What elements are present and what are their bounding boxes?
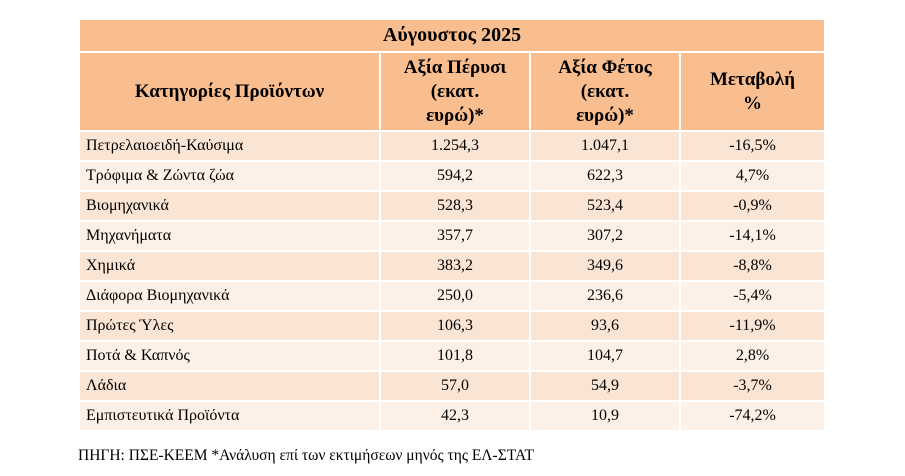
header-last-year-label: Αξία Πέρυσι (εκατ. ευρώ)* — [403, 56, 507, 126]
table-row: Μηχανήματα 357,7 307,2 -14,1% — [80, 222, 825, 250]
category-cell: Τρόφιμα & Ζώντα ζώα — [80, 162, 379, 190]
header-change-label: Μεταβολή % — [710, 68, 796, 114]
last-year-cell: 1.254,3 — [381, 132, 529, 160]
header-category-label: Κατηγορίες Προϊόντων — [134, 80, 325, 102]
last-year-cell: 357,7 — [381, 222, 529, 250]
this-year-cell: 236,6 — [531, 282, 679, 310]
change-cell: -8,8% — [681, 252, 825, 280]
change-cell: -74,2% — [681, 402, 825, 430]
category-cell: Εμπιστευτικά Προϊόντα — [80, 402, 379, 430]
last-year-cell: 42,3 — [381, 402, 529, 430]
category-cell: Πρώτες Ύλες — [80, 312, 379, 340]
table-row: Εμπιστευτικά Προϊόντα 42,3 10,9 -74,2% — [80, 402, 825, 430]
last-year-cell: 250,0 — [381, 282, 529, 310]
exports-table: Αύγουστος 2025 Κατηγορίες Προϊόντων Αξία… — [78, 18, 826, 432]
header-change: Μεταβολή % — [681, 53, 825, 130]
category-cell: Πετρελαιοειδή-Καύσιμα — [80, 132, 379, 160]
change-cell: -16,5% — [681, 132, 825, 160]
this-year-cell: 523,4 — [531, 192, 679, 220]
table-row: Λάδια 57,0 54,9 -3,7% — [80, 372, 825, 400]
change-cell: 4,7% — [681, 162, 825, 190]
this-year-cell: 349,6 — [531, 252, 679, 280]
header-last-year: Αξία Πέρυσι (εκατ. ευρώ)* — [381, 53, 529, 130]
category-cell: Διάφορα Βιομηχανικά — [80, 282, 379, 310]
category-cell: Μηχανήματα — [80, 222, 379, 250]
this-year-cell: 10,9 — [531, 402, 679, 430]
change-cell: -14,1% — [681, 222, 825, 250]
table-row: Χημικά 383,2 349,6 -8,8% — [80, 252, 825, 280]
table-row: Πρώτες Ύλες 106,3 93,6 -11,9% — [80, 312, 825, 340]
table-row: Τρόφιμα & Ζώντα ζώα 594,2 622,3 4,7% — [80, 162, 825, 190]
last-year-cell: 106,3 — [381, 312, 529, 340]
last-year-cell: 101,8 — [381, 342, 529, 370]
header-this-year-label: Αξία Φέτος (εκατ. ευρώ)* — [558, 56, 652, 126]
this-year-cell: 622,3 — [531, 162, 679, 190]
category-cell: Βιομηχανικά — [80, 192, 379, 220]
table-row: Διάφορα Βιομηχανικά 250,0 236,6 -5,4% — [80, 282, 825, 310]
exports-table-container: Αύγουστος 2025 Κατηγορίες Προϊόντων Αξία… — [78, 18, 825, 432]
category-cell: Χημικά — [80, 252, 379, 280]
category-cell: Ποτά & Καπνός — [80, 342, 379, 370]
header-this-year: Αξία Φέτος (εκατ. ευρώ)* — [531, 53, 679, 130]
source-footnote: ΠΗΓΗ: ΠΣΕ-ΚΕΕΜ *Ανάλυση επί των εκτιμήσε… — [78, 447, 534, 464]
table-row: Βιομηχανικά 528,3 523,4 -0,9% — [80, 192, 825, 220]
last-year-cell: 528,3 — [381, 192, 529, 220]
table-title: Αύγουστος 2025 — [80, 20, 825, 51]
table-row: Πετρελαιοειδή-Καύσιμα 1.254,3 1.047,1 -1… — [80, 132, 825, 160]
this-year-cell: 307,2 — [531, 222, 679, 250]
this-year-cell: 93,6 — [531, 312, 679, 340]
change-cell: -0,9% — [681, 192, 825, 220]
this-year-cell: 54,9 — [531, 372, 679, 400]
category-cell: Λάδια — [80, 372, 379, 400]
last-year-cell: 594,2 — [381, 162, 529, 190]
change-cell: -3,7% — [681, 372, 825, 400]
this-year-cell: 104,7 — [531, 342, 679, 370]
last-year-cell: 383,2 — [381, 252, 529, 280]
change-cell: -5,4% — [681, 282, 825, 310]
table-row: Ποτά & Καπνός 101,8 104,7 2,8% — [80, 342, 825, 370]
last-year-cell: 57,0 — [381, 372, 529, 400]
this-year-cell: 1.047,1 — [531, 132, 679, 160]
change-cell: 2,8% — [681, 342, 825, 370]
header-category: Κατηγορίες Προϊόντων — [80, 53, 379, 130]
change-cell: -11,9% — [681, 312, 825, 340]
